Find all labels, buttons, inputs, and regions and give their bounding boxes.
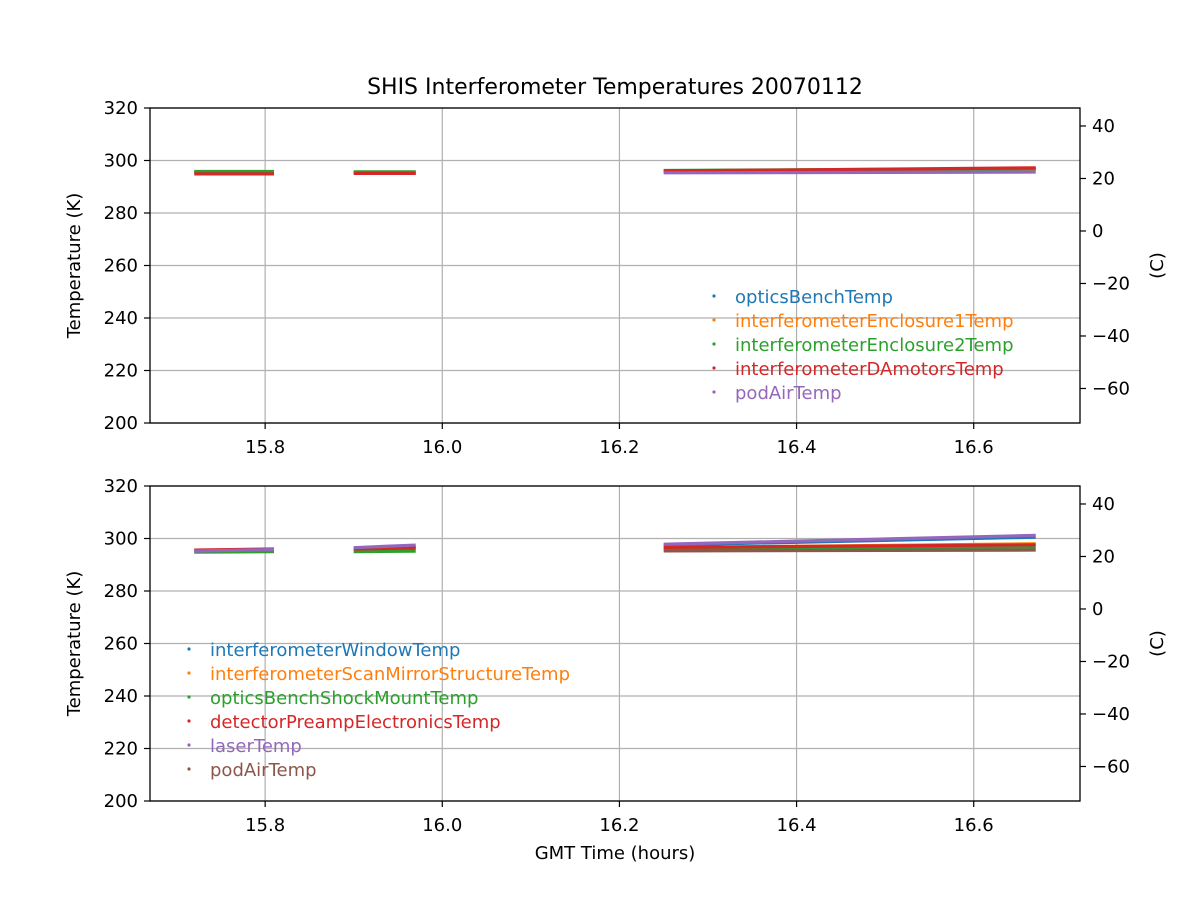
legend-entry: podAirTemp (735, 383, 842, 404)
top-subplot: 15.8 16.0 16.2 16.4 16.620022024026028030032… (64, 98, 1168, 458)
legend-marker (187, 743, 191, 747)
y-tick-label: 220 (104, 361, 138, 382)
legend-marker (187, 695, 191, 699)
series-segment-opticsBenchShockMountTemp (663, 545, 1036, 551)
series-segment-podAirTemp (663, 548, 1036, 553)
y-right-tick-label: −40 (1092, 704, 1130, 725)
legend-entry: opticsBenchShockMountTemp (210, 688, 478, 709)
y-tick-label: 200 (104, 791, 138, 812)
x-tick-label: 16.6 (954, 815, 994, 836)
y-axis-label: Temperature (K) (64, 193, 85, 340)
series-segment-opticsBenchShockMountTemp (353, 549, 416, 554)
x-axis-label: GMT Time (hours) (535, 843, 696, 864)
y-tick-label: 280 (104, 581, 138, 602)
y-right-tick-label: 0 (1092, 221, 1103, 242)
y-tick-label: 200 (104, 413, 138, 434)
series-segment-podAirTemp (663, 170, 1036, 175)
y-tick-label: 260 (104, 256, 138, 277)
x-tick-label: 16.0 (422, 815, 462, 836)
y-right-tick-label: 20 (1092, 546, 1115, 567)
y-right-tick-label: −20 (1092, 651, 1130, 672)
legend-entry: interferometerEnclosure1Temp (735, 311, 1014, 332)
legend-marker (187, 671, 191, 675)
y-right-axis-label: (C) (1147, 630, 1168, 657)
legend-entry: podAirTemp (210, 760, 317, 781)
legend-entry: detectorPreampElectronicsTemp (210, 712, 501, 733)
legend-entry: interferometerWindowTemp (210, 640, 460, 661)
y-tick-label: 320 (104, 98, 138, 119)
chart-title: SHIS Interferometer Temperatures 2007011… (367, 75, 863, 100)
x-tick-label: 16.0 (422, 437, 462, 458)
y-tick-label: 320 (104, 476, 138, 497)
x-tick-label: 16.2 (599, 815, 639, 836)
x-tick-label: 16.6 (954, 437, 994, 458)
legend-marker (712, 366, 716, 370)
x-tick-label: 16.4 (777, 815, 817, 836)
series-segment-interferometerDAmotorsTemp (663, 166, 1036, 173)
legend-entry: interferometerDAmotorsTemp (735, 359, 1004, 380)
y-right-tick-label: 40 (1092, 116, 1115, 137)
legend: opticsBenchTemp interferometerEnclosure1T… (712, 287, 1014, 404)
y-tick-label: 300 (104, 529, 138, 550)
legend-marker (712, 294, 716, 298)
y-axis-label: Temperature (K) (64, 571, 85, 718)
y-right-tick-label: 20 (1092, 168, 1115, 189)
legend-entry: interferometerScanMirrorStructureTemp (210, 664, 570, 685)
y-right-tick-label: −60 (1092, 756, 1130, 777)
x-tick-label: 15.8 (245, 815, 285, 836)
y-right-tick-label: 40 (1092, 494, 1115, 515)
y-tick-label: 240 (104, 686, 138, 707)
y-tick-label: 280 (104, 203, 138, 224)
legend-entry: interferometerEnclosure2Temp (735, 335, 1014, 356)
x-tick-label: 15.8 (245, 437, 285, 458)
y-tick-label: 300 (104, 151, 138, 172)
x-tick-label: 16.4 (777, 437, 817, 458)
legend-marker (187, 647, 191, 651)
series-segment-detectorPreampElectronicsTemp (663, 543, 1036, 550)
bottom-subplot: 15.8 16.0 16.2 16.4 16.620022024026028030032… (64, 476, 1168, 864)
series-segment-laserTemp (353, 543, 416, 550)
y-tick-label: 240 (104, 308, 138, 329)
x-tick-label: 16.2 (599, 437, 639, 458)
y-tick-label: 260 (104, 634, 138, 655)
legend-marker (187, 719, 191, 723)
legend-marker (712, 342, 716, 346)
legend-marker (187, 767, 191, 771)
y-right-axis-label: (C) (1147, 252, 1168, 279)
series-segment-laserTemp (194, 547, 275, 553)
legend-entry: laserTemp (210, 736, 302, 757)
y-right-tick-label: −40 (1092, 326, 1130, 347)
legend: interferometerWindowTemp interferometerSc… (187, 640, 570, 781)
legend-marker (712, 318, 716, 322)
y-right-tick-label: 0 (1092, 599, 1103, 620)
y-right-tick-label: −60 (1092, 378, 1130, 399)
y-tick-label: 220 (104, 739, 138, 760)
legend-marker (712, 390, 716, 394)
y-right-tick-label: −20 (1092, 273, 1130, 294)
series-segment-laserTemp (663, 533, 1036, 546)
legend-entry: opticsBenchTemp (735, 287, 893, 308)
